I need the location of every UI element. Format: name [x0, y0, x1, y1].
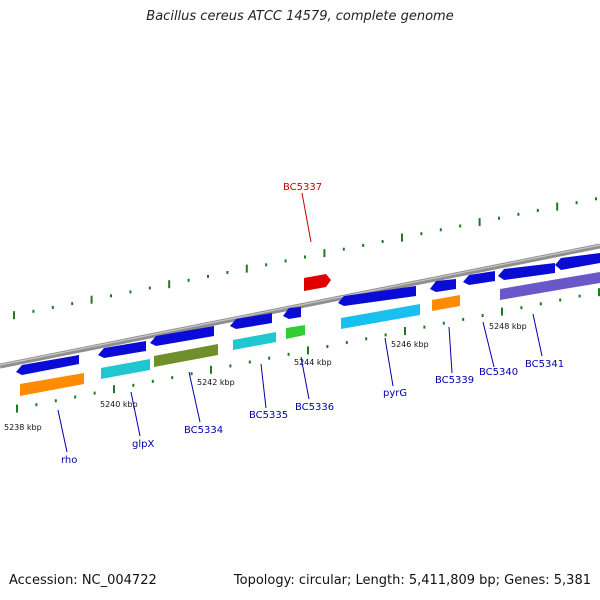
gene-label-pyrg[interactable]: pyrG [383, 388, 407, 399]
gene-label-bc5341[interactable]: BC5341 [525, 359, 564, 370]
feature-glpx[interactable] [101, 359, 150, 379]
cds-glpx[interactable] [98, 341, 146, 358]
kbp-label: 5240 kbp [100, 400, 138, 409]
genome-backbone [0, 243, 600, 369]
cds-bc5337[interactable] [304, 274, 331, 291]
feature-bc5339[interactable] [432, 295, 460, 311]
leader-line-bc5339 [448, 326, 453, 374]
kbp-label: 5246 kbp [391, 340, 429, 349]
leader-line-bc5334 [188, 371, 201, 423]
leader-line-bc5336 [300, 356, 310, 400]
leader-line-bc5340 [482, 321, 495, 368]
gene-labels: rho glpX BC5334 BC5335 BC5336 BC5337 pyr… [61, 182, 564, 466]
leader-line-rho [57, 409, 68, 453]
cds-bc5339[interactable] [430, 279, 456, 292]
kbp-label: 5242 kbp [197, 378, 235, 387]
kbp-label: 5244 kbp [294, 358, 332, 367]
cds-next[interactable] [555, 253, 600, 270]
cds-track [16, 253, 600, 375]
feature-bc5335[interactable] [233, 332, 276, 350]
outer-tick-row [13, 197, 597, 320]
feature-bc5336[interactable] [286, 325, 305, 339]
feature-bc5334[interactable] [154, 344, 218, 367]
feature-bc5341[interactable] [500, 279, 558, 300]
cds-pyrg[interactable] [338, 286, 416, 306]
feature-pyrg[interactable] [341, 304, 420, 329]
cds-bc5341[interactable] [498, 263, 555, 280]
gene-label-bc5337[interactable]: BC5337 [283, 182, 322, 193]
leader-line-bc5341 [532, 313, 543, 357]
leader-line-bc5337 [301, 192, 312, 243]
map-title: Bacillus cereus ATCC 14579, complete gen… [146, 9, 454, 24]
gene-label-bc5336[interactable]: BC5336 [295, 402, 334, 413]
gene-label-bc5334[interactable]: BC5334 [184, 425, 223, 436]
kbp-label: 5248 kbp [489, 322, 527, 331]
feature-next[interactable] [558, 272, 600, 290]
cds-bc5334[interactable] [150, 326, 214, 346]
cds-rho[interactable] [16, 355, 79, 375]
gene-label-bc5339[interactable]: BC5339 [435, 375, 474, 386]
cds-bc5340[interactable] [463, 271, 495, 285]
kbp-label: 5238 kbp [4, 423, 42, 432]
accession-text: Accession: NC_004722 [9, 573, 157, 588]
cds-bc5335[interactable] [230, 313, 272, 329]
inner-tick-row [16, 288, 600, 413]
cds-bc5336[interactable] [283, 307, 301, 319]
gene-label-bc5335[interactable]: BC5335 [249, 410, 288, 421]
leader-line-glpx [130, 391, 141, 437]
leader-lines [57, 192, 543, 453]
leader-line-pyrg [384, 337, 394, 387]
gene-label-rho[interactable]: rho [61, 455, 77, 466]
feature-rho[interactable] [20, 373, 84, 396]
gene-label-bc5340[interactable]: BC5340 [479, 367, 518, 378]
genome-backbone-highlight [0, 244, 600, 366]
genome-summary-text: Topology: circular; Length: 5,411,809 bp… [233, 573, 591, 588]
gene-label-glpx[interactable]: glpX [132, 439, 154, 450]
feature-track [20, 272, 600, 396]
kbp-labels: 5238 kbp 5240 kbp 5242 kbp 5244 kbp 5246… [4, 322, 527, 432]
leader-line-bc5335 [260, 363, 267, 409]
